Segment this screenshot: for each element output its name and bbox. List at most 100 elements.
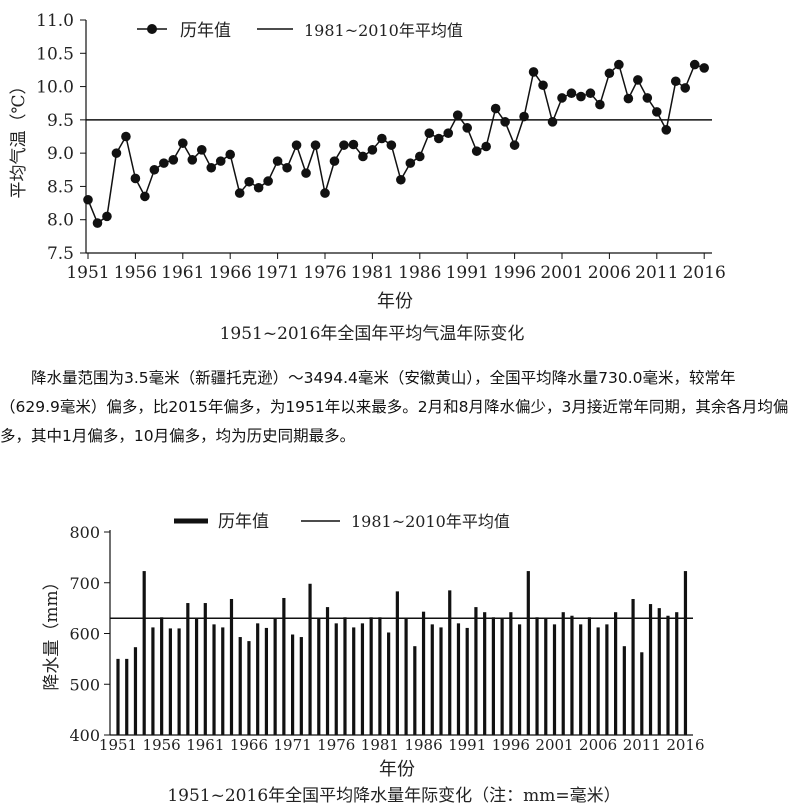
temp-point: [509, 140, 520, 150]
precip-bar: [291, 634, 295, 735]
precip-bar: [177, 628, 181, 735]
precip-bar: [535, 617, 539, 735]
temp-y-tick-label: 8.5: [47, 177, 74, 197]
precip-bar: [483, 612, 487, 735]
precip-bar: [640, 652, 644, 735]
temp-x-label: 年份: [377, 291, 413, 312]
precip-bar: [212, 624, 216, 735]
temp-point: [178, 138, 188, 148]
precip-bar: [273, 618, 277, 735]
temp-point: [528, 67, 539, 77]
precip-x-ticks: 1951 1956 1961 1966 1971 1976 1981 1986 1991 1996…: [99, 736, 705, 754]
temp-point: [310, 140, 321, 150]
precip-bar: [526, 571, 530, 735]
temp-point: [490, 103, 501, 114]
temp-point: [576, 91, 586, 102]
temp-point: [547, 117, 558, 127]
precip-bar: [203, 603, 207, 735]
temperature-chart: 历年值 1981~2010年平均值 7.5 8.0 8.5 9.0 9.5 10.0 10.…: [9, 11, 726, 344]
temp-point: [140, 191, 150, 202]
precip-x-tick-label: 2011: [623, 736, 661, 754]
temp-point: [206, 162, 217, 173]
precip-bar: [631, 598, 635, 735]
temp-point: [187, 155, 198, 165]
precip-bar: [186, 603, 190, 735]
precip-bar: [509, 612, 513, 735]
precip-bar: [395, 591, 399, 735]
temp-point: [471, 146, 482, 156]
temp-point: [566, 88, 577, 99]
precip-bar: [657, 608, 661, 736]
temp-point: [358, 151, 368, 162]
precip-x-tick-label: 1996: [492, 736, 530, 754]
temp-x-tick-label: 2011: [635, 263, 678, 283]
temp-point: [329, 156, 340, 166]
precip-y-tick-label: 700: [69, 574, 100, 593]
temp-point: [83, 194, 93, 205]
precip-bar: [317, 618, 321, 735]
temp-point: [367, 145, 378, 155]
temp-series-points: [83, 59, 709, 228]
precip-bar: [448, 590, 452, 735]
precip-bar: [256, 623, 260, 735]
temp-point: [253, 182, 264, 193]
precip-x-tick-label: 1981: [361, 736, 399, 754]
temp-point: [301, 168, 311, 178]
precip-x-tick-label: 1986: [404, 736, 442, 754]
precip-y-label: 降水量（mm）: [42, 573, 62, 690]
precip-bar: [343, 617, 347, 735]
temp-point: [339, 140, 349, 150]
temp-y-tick-label: 9.5: [47, 111, 74, 131]
precip-bar: [160, 617, 164, 735]
precip-bar: [648, 604, 653, 735]
precip-bar: [229, 598, 234, 735]
temp-y-tick-label: 7.5: [47, 244, 74, 264]
temp-y-tick-label: 11.0: [36, 11, 74, 31]
temp-x-tick-label: 1976: [303, 263, 346, 283]
precip-bar: [413, 646, 417, 735]
temp-y-tick-label: 10.0: [36, 78, 74, 98]
precip-bar: [299, 637, 303, 735]
precip-bar: [404, 618, 408, 735]
temp-point: [481, 141, 491, 152]
temp-point: [396, 174, 406, 185]
precip-bar: [675, 612, 679, 735]
precipitation-summary: 降水量范围为3.5毫米（新疆托克逊）～3494.4毫米（安徽黄山），全国平均降水…: [0, 364, 789, 451]
temp-point: [121, 131, 131, 142]
temp-x-tick-label: 2016: [683, 263, 726, 283]
precip-bar: [133, 647, 138, 735]
temp-y-tick-label: 8.0: [47, 211, 74, 231]
temp-point: [452, 110, 463, 121]
precip-bar: [474, 607, 478, 735]
precip-legend-baseline-label: 1981~2010年平均值: [351, 512, 510, 531]
precip-bar: [168, 628, 172, 735]
precip-y-ticks: 400 500 600 700 800: [69, 523, 110, 745]
temp-point: [633, 75, 643, 85]
precip-y-tick-label: 400: [69, 726, 100, 745]
precipitation-summary-text: 降水量范围为3.5毫米（新疆托克逊）～3494.4毫米（安徽黄山），全国平均降水…: [0, 369, 789, 445]
temp-point: [168, 155, 179, 165]
precip-bar: [387, 632, 391, 735]
precip-y-tick-label: 600: [69, 625, 100, 644]
precip-bar: [605, 624, 609, 735]
temp-point: [320, 188, 330, 198]
temp-point: [642, 93, 653, 103]
precip-bar: [238, 637, 242, 735]
temp-point: [670, 76, 681, 87]
temp-point: [348, 139, 359, 150]
precip-bar: [360, 623, 365, 735]
temp-point: [377, 133, 387, 144]
precip-bar: [421, 611, 426, 735]
temp-point: [405, 158, 416, 168]
temp-point: [557, 93, 567, 103]
temp-point: [102, 211, 112, 222]
temp-point: [424, 128, 435, 138]
temp-legend-series-label: 历年值: [180, 21, 231, 41]
precip-bar: [614, 612, 618, 735]
temp-legend-series-marker: [147, 24, 157, 34]
precip-bar: [456, 623, 461, 735]
temp-point: [244, 176, 254, 187]
temp-point: [699, 63, 709, 73]
temp-point: [652, 107, 662, 117]
